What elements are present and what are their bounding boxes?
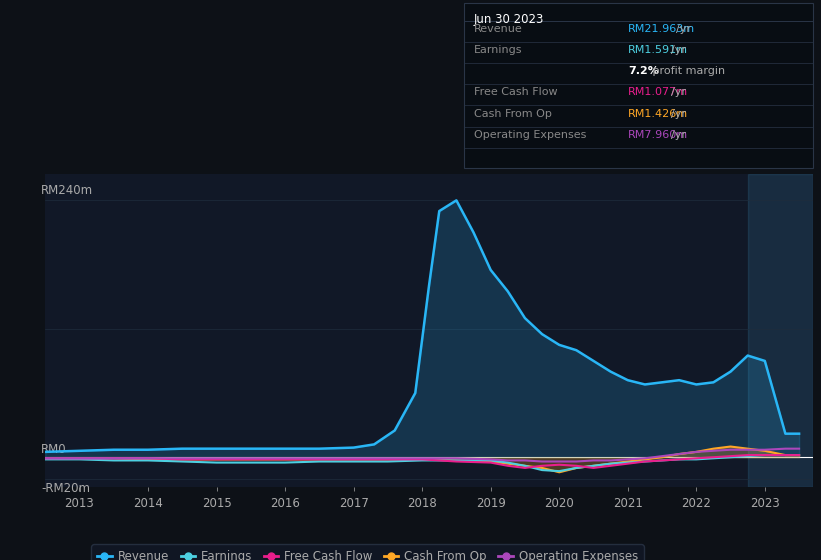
Text: Revenue: Revenue — [474, 24, 522, 34]
Text: /yr: /yr — [671, 130, 686, 140]
Text: Operating Expenses: Operating Expenses — [474, 130, 586, 140]
Text: Cash From Op: Cash From Op — [474, 109, 552, 119]
Text: RM1.426m: RM1.426m — [628, 109, 688, 119]
Text: Jun 30 2023: Jun 30 2023 — [474, 13, 544, 26]
Text: RM1.077m: RM1.077m — [628, 87, 688, 97]
Text: /yr: /yr — [671, 45, 686, 55]
Text: /yr: /yr — [677, 24, 691, 34]
Legend: Revenue, Earnings, Free Cash Flow, Cash From Op, Operating Expenses: Revenue, Earnings, Free Cash Flow, Cash … — [91, 544, 644, 560]
Text: profit margin: profit margin — [649, 66, 726, 76]
Text: RM21.963m: RM21.963m — [628, 24, 695, 34]
Text: 7.2%: 7.2% — [628, 66, 659, 76]
Text: RM240m: RM240m — [41, 184, 94, 197]
Text: /yr: /yr — [671, 109, 686, 119]
Text: Earnings: Earnings — [474, 45, 522, 55]
Bar — [748, 174, 813, 487]
Text: Free Cash Flow: Free Cash Flow — [474, 87, 557, 97]
Text: /yr: /yr — [671, 87, 686, 97]
Text: RM7.960m: RM7.960m — [628, 130, 688, 140]
Text: RM0: RM0 — [41, 442, 67, 456]
Text: -RM20m: -RM20m — [41, 482, 90, 495]
Text: RM1.591m: RM1.591m — [628, 45, 688, 55]
